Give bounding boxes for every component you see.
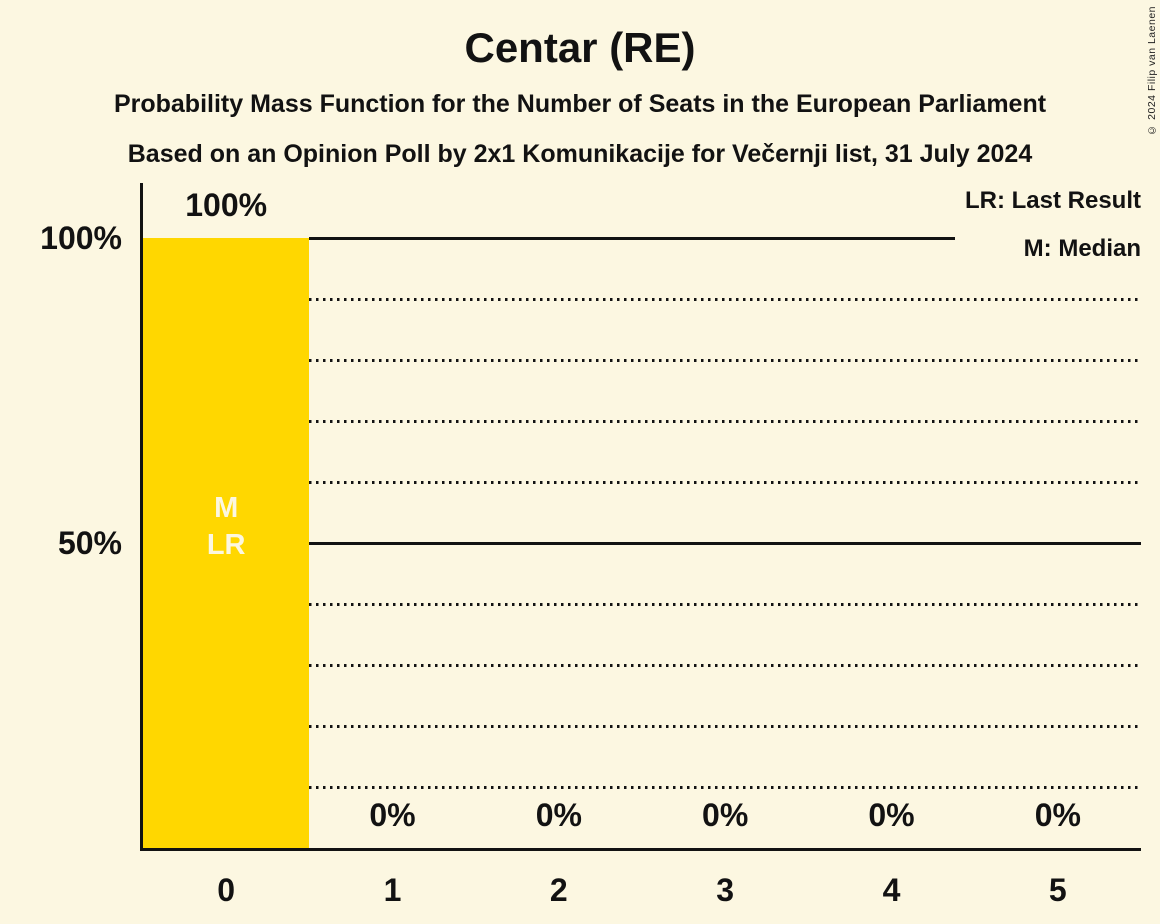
x-tick-0: 0: [217, 872, 236, 908]
legend-item-last-result: LR: Last Result: [954, 186, 1141, 216]
gridline-dotted-20: [309, 725, 1141, 728]
chart-subtitle: Probability Mass Function for the Number…: [113, 90, 1047, 118]
value-label-seats-1: 0%: [369, 797, 416, 833]
gridline-dotted-10: [309, 786, 1141, 789]
x-tick-3: 3: [716, 872, 735, 908]
gridline-dotted-80: [309, 359, 1141, 362]
bar-seats-0: [143, 238, 310, 848]
gridline-dotted-90: [309, 298, 1141, 301]
value-label-seats-4: 0%: [868, 797, 915, 833]
y-tick-50: 50%: [57, 525, 122, 561]
x-tick-2: 2: [549, 872, 568, 908]
value-label-seats-3: 0%: [702, 797, 749, 833]
x-tick-1: 1: [383, 872, 402, 908]
value-label-seats-0: 100%: [185, 187, 268, 223]
x-tick-5: 5: [1048, 872, 1067, 908]
bar-annotation: M LR: [143, 490, 309, 564]
y-tick-100: 100%: [40, 220, 122, 256]
bar-annotation-line: LR: [206, 529, 246, 561]
value-label-seats-2: 0%: [535, 797, 582, 833]
chart-title: Centar (RE): [464, 24, 696, 71]
bar-annotation-line: M: [214, 492, 239, 524]
legend: LR: Last Result M: Median: [954, 186, 1141, 282]
gridline-dotted-40: [309, 603, 1141, 606]
gridline-solid-100: [309, 236, 1141, 240]
gridline-dotted-70: [309, 420, 1141, 423]
gridline-solid-50: [309, 541, 1141, 545]
gridline-dotted-30: [309, 664, 1141, 667]
gridline-dotted-60: [309, 481, 1141, 484]
chart-source-line: Based on an Opinion Poll by 2x1 Komunika…: [127, 140, 1033, 168]
x-tick-4: 4: [882, 872, 901, 908]
plot-area: 100% 0% 0% 0% 0% 0% M LR: [140, 183, 1141, 851]
legend-item-median: M: Median: [954, 234, 1141, 264]
value-label-seats-5: 0%: [1034, 797, 1081, 833]
